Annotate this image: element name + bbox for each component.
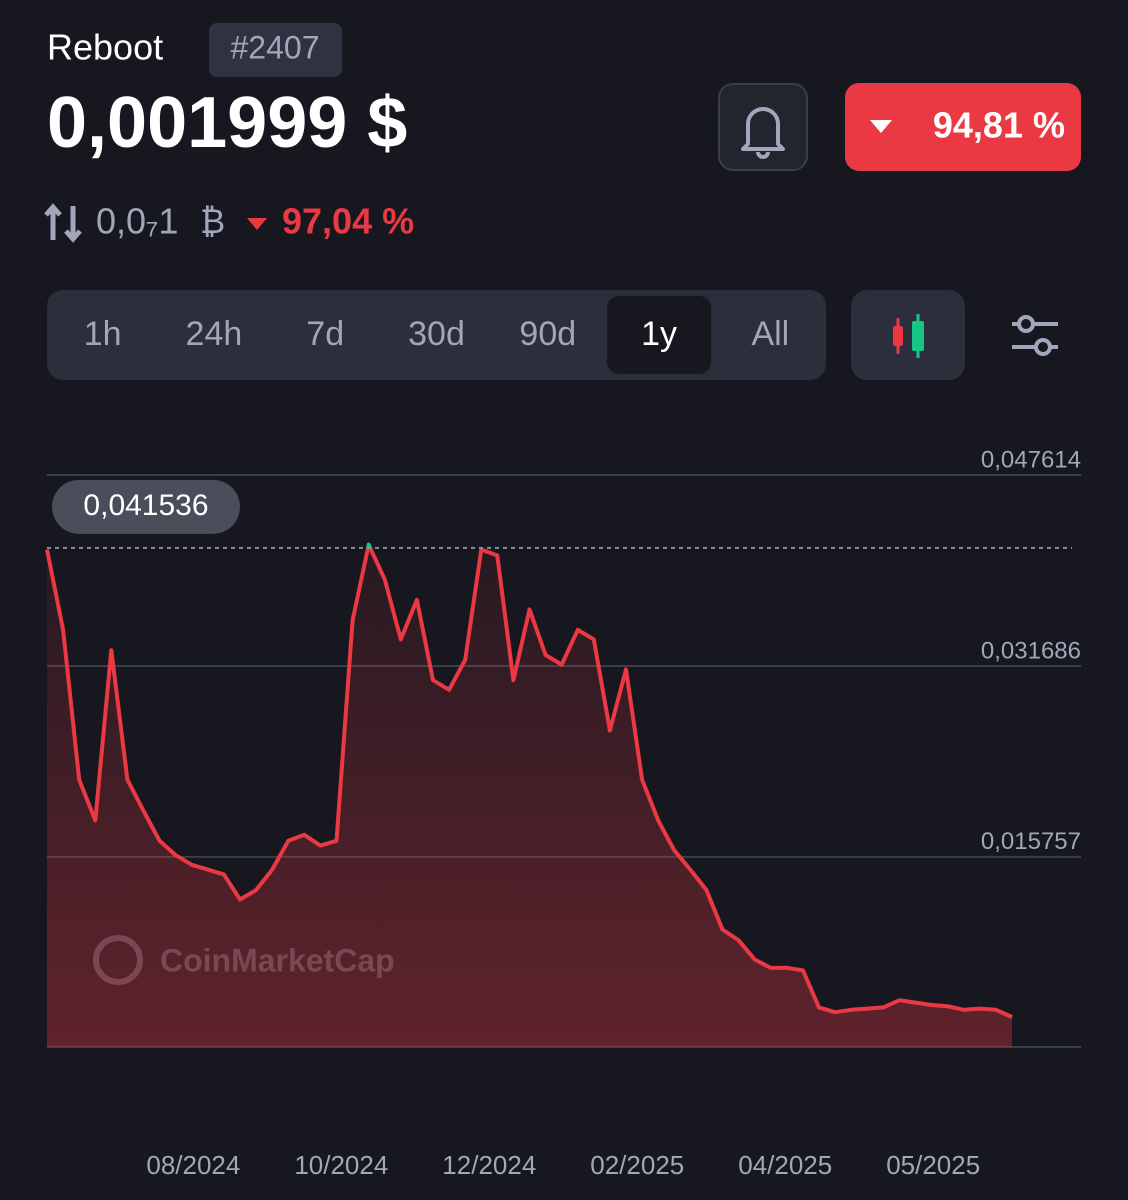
- price-change: 94,81 %: [933, 105, 1065, 146]
- reference-pill: [52, 479, 240, 534]
- rank-badge: [209, 23, 342, 77]
- btc-price: 0,0₇1: [96, 201, 178, 242]
- timeframe-tab[interactable]: 24h: [186, 315, 243, 353]
- x-tick-label: 05/2025: [886, 1150, 980, 1180]
- settings-icon[interactable]: [1012, 315, 1058, 356]
- selected-tab[interactable]: [607, 296, 712, 374]
- coin-name: Reboot: [47, 27, 163, 68]
- down-arrow: [247, 218, 267, 230]
- rank: #2407: [231, 29, 320, 65]
- timeframe-tab[interactable]: 7d: [306, 315, 344, 353]
- price: 0,001999 $: [47, 83, 407, 163]
- price-area: [47, 544, 1012, 1047]
- x-tick-label: 12/2024: [442, 1150, 536, 1180]
- alert-button[interactable]: [718, 83, 808, 171]
- y-tick-label: 0,015757: [981, 828, 1081, 855]
- change-badge: [845, 83, 1081, 171]
- chart-type-button[interactable]: [851, 290, 965, 380]
- x-tick-label: 02/2025: [590, 1150, 684, 1180]
- x-tick-label: 10/2024: [294, 1150, 388, 1180]
- y-tick-label: 0,047614: [981, 446, 1081, 473]
- timeframe-tab[interactable]: 90d: [519, 315, 576, 353]
- btc-change: 97,04 %: [282, 201, 414, 242]
- swap-icon: [44, 203, 82, 243]
- bell-icon: [741, 107, 785, 159]
- btc-symbol: ₿: [200, 203, 225, 241]
- x-tick-label: 04/2025: [738, 1150, 832, 1180]
- timeframe-tab[interactable]: 30d: [408, 315, 465, 353]
- price-line: [45, 547, 1013, 1019]
- y-tick-label: 0,031686: [981, 637, 1081, 664]
- timeframe-tab[interactable]: 1y: [641, 315, 677, 353]
- timeframe-tab[interactable]: All: [751, 315, 789, 353]
- timeframe-tab[interactable]: 1h: [84, 315, 122, 353]
- x-tick-label: 08/2024: [146, 1150, 240, 1180]
- candle-icon: [893, 314, 924, 358]
- reference-label: 0,041536: [83, 489, 208, 522]
- down-arrow: [870, 120, 892, 133]
